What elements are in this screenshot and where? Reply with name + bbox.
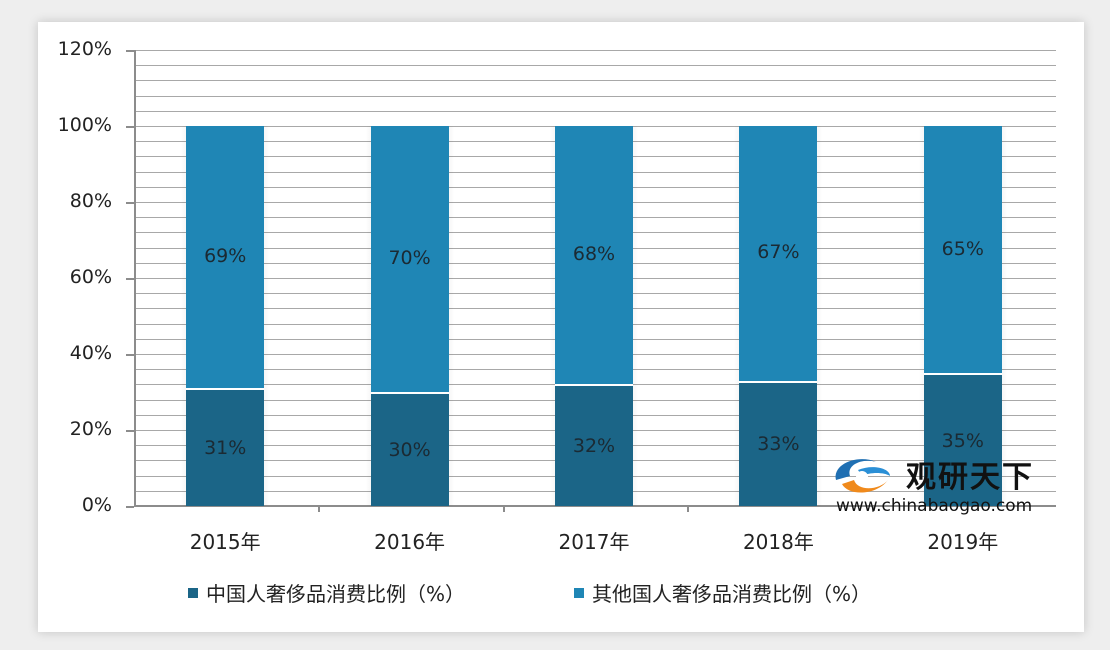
- y-tick: [126, 50, 134, 52]
- bar-segment-other: 65%: [923, 126, 1002, 373]
- legend-label-china: 中国人奢侈品消费比例（%）: [206, 582, 466, 606]
- data-label: 68%: [572, 243, 616, 266]
- gridline: [134, 95, 1056, 97]
- y-tick: [126, 278, 134, 280]
- y-tick-label: 40%: [69, 342, 112, 364]
- gridline: [134, 80, 1056, 82]
- bar-segment-china: 32%: [555, 384, 633, 506]
- x-tick-label: 2016年: [374, 530, 446, 554]
- x-tick-label: 2019年: [927, 530, 999, 554]
- data-label: 31%: [204, 437, 247, 460]
- y-tick-label: 20%: [69, 418, 112, 440]
- x-axis: [134, 505, 1056, 507]
- y-tick-label: 0%: [81, 494, 112, 516]
- data-label: 65%: [941, 237, 984, 260]
- legend-item-china: 中国人奢侈品消费比例（%）: [188, 578, 465, 607]
- bar-segment-china: 31%: [186, 388, 265, 506]
- x-tick-label: 2018年: [742, 530, 814, 554]
- watermark-title: 观研天下: [906, 460, 1034, 495]
- x-tick: [502, 505, 505, 512]
- data-label: 67%: [757, 241, 800, 264]
- bar-segment-other: 70%: [370, 126, 449, 392]
- x-tick: [687, 505, 690, 512]
- data-label: 70%: [388, 247, 431, 269]
- gridline: [134, 110, 1056, 112]
- y-tick: [126, 354, 134, 356]
- bar-segment-other: 68%: [555, 126, 633, 385]
- y-tick-label: 60%: [69, 266, 112, 288]
- legend-swatch-other-icon: [574, 587, 584, 598]
- y-tick: [126, 506, 134, 508]
- bar-segment-other: 69%: [186, 126, 265, 389]
- data-label: 32%: [572, 435, 616, 458]
- gridline: [134, 50, 1056, 51]
- y-tick: [126, 202, 134, 204]
- y-axis: [134, 50, 136, 506]
- y-tick: [126, 126, 134, 128]
- swirl-logo-icon: [835, 459, 890, 493]
- x-tick: [318, 505, 321, 512]
- watermark-url: www.chinabaogao.com: [836, 496, 1033, 516]
- x-tick-label: 2017年: [558, 530, 630, 554]
- legend-item-other: 其他国人奢侈品消费比例（%）: [574, 578, 871, 607]
- gridline: [134, 65, 1056, 67]
- y-tick-label: 100%: [57, 114, 112, 136]
- watermark: 观研天下 www.chinabaogao.com: [828, 448, 1068, 523]
- y-tick: [126, 430, 134, 432]
- data-label: 33%: [757, 433, 800, 456]
- bar-segment-china: 30%: [370, 392, 449, 506]
- bar-segment-china: 33%: [739, 380, 818, 506]
- y-tick-label: 80%: [69, 190, 112, 212]
- bar-segment-other: 67%: [739, 126, 818, 381]
- x-tick-label: 2015年: [189, 530, 261, 554]
- data-label: 69%: [204, 245, 247, 268]
- y-tick-label: 120%: [57, 38, 112, 60]
- legend-swatch-china-icon: [188, 587, 198, 598]
- data-label: 30%: [388, 439, 431, 461]
- bar-segment-china: 35%: [923, 373, 1002, 506]
- data-label: 35%: [941, 429, 984, 452]
- x-tick: [871, 505, 874, 512]
- legend-label-other: 其他国人奢侈品消费比例（%）: [592, 582, 872, 606]
